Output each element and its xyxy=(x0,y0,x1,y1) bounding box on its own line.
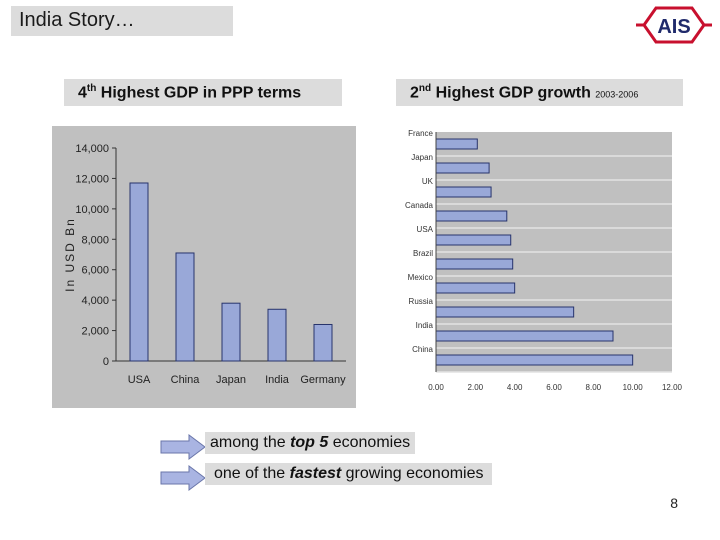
gdp-growth-chart: France Japan UK Canada USA Brazil Mexico Russia… xyxy=(405,129,683,392)
bar-japan xyxy=(435,162,490,174)
note2-post: growing economies xyxy=(341,465,484,482)
y-tick-label: Mexico xyxy=(408,273,434,282)
y-tick-label: India xyxy=(416,321,434,330)
x-tick-label: Germany xyxy=(300,374,346,386)
title-box: India Story… xyxy=(11,6,233,36)
x-tick-label: 12.00 xyxy=(662,383,683,392)
bar-uk xyxy=(435,186,492,198)
y-tick-label: 4,000 xyxy=(81,295,109,307)
bar-usa xyxy=(435,234,512,246)
label-left-num: 4 xyxy=(78,84,87,102)
y-tick-label: Japan xyxy=(411,153,433,162)
x-tick-label: 10.00 xyxy=(623,383,644,392)
label-right-num: 2 xyxy=(410,84,419,102)
note2-em: fastest xyxy=(289,465,342,482)
x-tick-label: 0.00 xyxy=(428,383,444,392)
note2-pre: one of the xyxy=(214,465,290,482)
bar-china xyxy=(435,354,634,366)
y-tick-label: USA xyxy=(417,225,434,234)
gdp-ppp-chart: 0 2,000 4,000 6,000 8,000 10,000 12,000 14,000 I… xyxy=(52,126,356,408)
note-fastest-growing: one of the fastest growing economies xyxy=(205,463,492,485)
x-tick-label: India xyxy=(265,374,290,386)
note1-post: economies xyxy=(328,434,411,451)
y-tick-label: China xyxy=(412,345,433,354)
page-number: 8 xyxy=(670,495,678,511)
x-tick-label: 8.00 xyxy=(586,383,602,392)
page-title: India Story… xyxy=(19,9,135,31)
y-tick-label: France xyxy=(408,129,433,138)
y-tick-label: 6,000 xyxy=(81,265,109,277)
bar-usa xyxy=(129,182,149,362)
note-top-five: among the top 5 economies xyxy=(205,432,416,454)
bar-germany xyxy=(313,323,333,362)
bar-japan xyxy=(221,302,241,362)
arrow-icon xyxy=(160,434,206,460)
y-tick-label: Canada xyxy=(405,201,434,210)
bar-canada xyxy=(435,210,508,222)
x-tick-label: 2.00 xyxy=(468,383,484,392)
y-tick-label: 0 xyxy=(103,356,109,368)
y-tick-label: Russia xyxy=(409,297,434,306)
arrow-icon xyxy=(160,465,206,491)
bar-brazil xyxy=(435,258,514,270)
x-tick-label: 6.00 xyxy=(546,383,562,392)
y-tick-label: 12,000 xyxy=(75,173,109,185)
logo-text: AIS xyxy=(657,16,690,38)
label-right-text: Highest GDP growth xyxy=(431,84,596,102)
x-tick-label: 4.00 xyxy=(507,383,523,392)
y-tick-label: UK xyxy=(422,177,434,186)
y-tick-label: 10,000 xyxy=(75,204,109,216)
note1-em: top 5 xyxy=(290,434,329,451)
bar-russia xyxy=(435,306,575,318)
ais-logo: AIS xyxy=(636,6,712,44)
x-tick-label: Japan xyxy=(216,374,246,386)
label-left-sup: th xyxy=(86,83,97,94)
label-right-period: 2003-2006 xyxy=(595,89,639,100)
bar-france xyxy=(435,138,478,150)
y-tick-label: Brazil xyxy=(413,249,433,258)
y-tick-label: 2,000 xyxy=(81,326,109,338)
bar-china xyxy=(175,252,195,362)
label-right-sup: nd xyxy=(418,83,432,94)
y-axis-label: In USD Bn xyxy=(63,217,77,292)
bar-mexico xyxy=(435,282,516,294)
x-tick-label: USA xyxy=(128,374,151,386)
y-tick-label: 14,000 xyxy=(75,143,109,155)
gdp-growth-label: 2nd Highest GDP growth 2003-2006 xyxy=(396,79,683,106)
gdp-ppp-label: 4th Highest GDP in PPP terms xyxy=(64,79,342,106)
bar-india xyxy=(267,308,287,362)
y-tick-label: 8,000 xyxy=(81,234,109,246)
x-tick-label: China xyxy=(171,374,201,386)
bar-india xyxy=(435,330,614,342)
label-left-text: Highest GDP in PPP terms xyxy=(96,84,302,102)
note1-pre: among the xyxy=(210,434,291,451)
